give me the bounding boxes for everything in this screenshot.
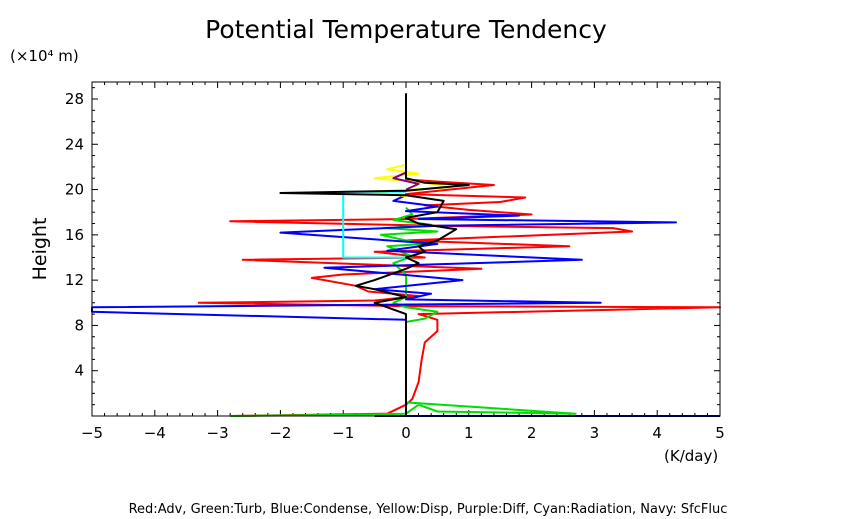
chart-title: Potential Temperature Tendency (205, 15, 607, 44)
x-tick-label: −3 (207, 424, 229, 442)
x-tick-label: 3 (590, 424, 600, 442)
x-tick-label: −2 (269, 424, 291, 442)
series-layer (91, 93, 721, 417)
x-tick-label: 0 (401, 424, 411, 442)
x-tick-label: −5 (81, 424, 103, 442)
series-blue (91, 194, 677, 416)
y-axis-label: Height (29, 218, 51, 281)
y-tick-label: 20 (65, 181, 84, 199)
y-tick-label: 28 (65, 90, 84, 108)
x-tick-label: −4 (144, 424, 166, 442)
y-axis-unit: (×10⁴ m) (10, 47, 79, 65)
y-tick-label: 4 (74, 362, 84, 380)
series-red (197, 166, 721, 417)
y-tick-label: 16 (65, 226, 84, 244)
x-tick-label: 2 (527, 424, 537, 442)
x-tick-label: 4 (652, 424, 662, 442)
x-tick-label: 5 (715, 424, 725, 442)
y-tick-label: 8 (74, 316, 84, 334)
x-tick-label: −1 (332, 424, 354, 442)
legend-text: Red:Adv, Green:Turb, Blue:Condense, Yell… (129, 502, 728, 517)
y-tick-label: 24 (65, 135, 84, 153)
series-black (279, 93, 470, 416)
plot-frame (91, 81, 721, 417)
x-axis-unit: (K/day) (664, 447, 718, 465)
y-tick-label: 12 (65, 271, 84, 289)
x-tick-label: 1 (464, 424, 474, 442)
